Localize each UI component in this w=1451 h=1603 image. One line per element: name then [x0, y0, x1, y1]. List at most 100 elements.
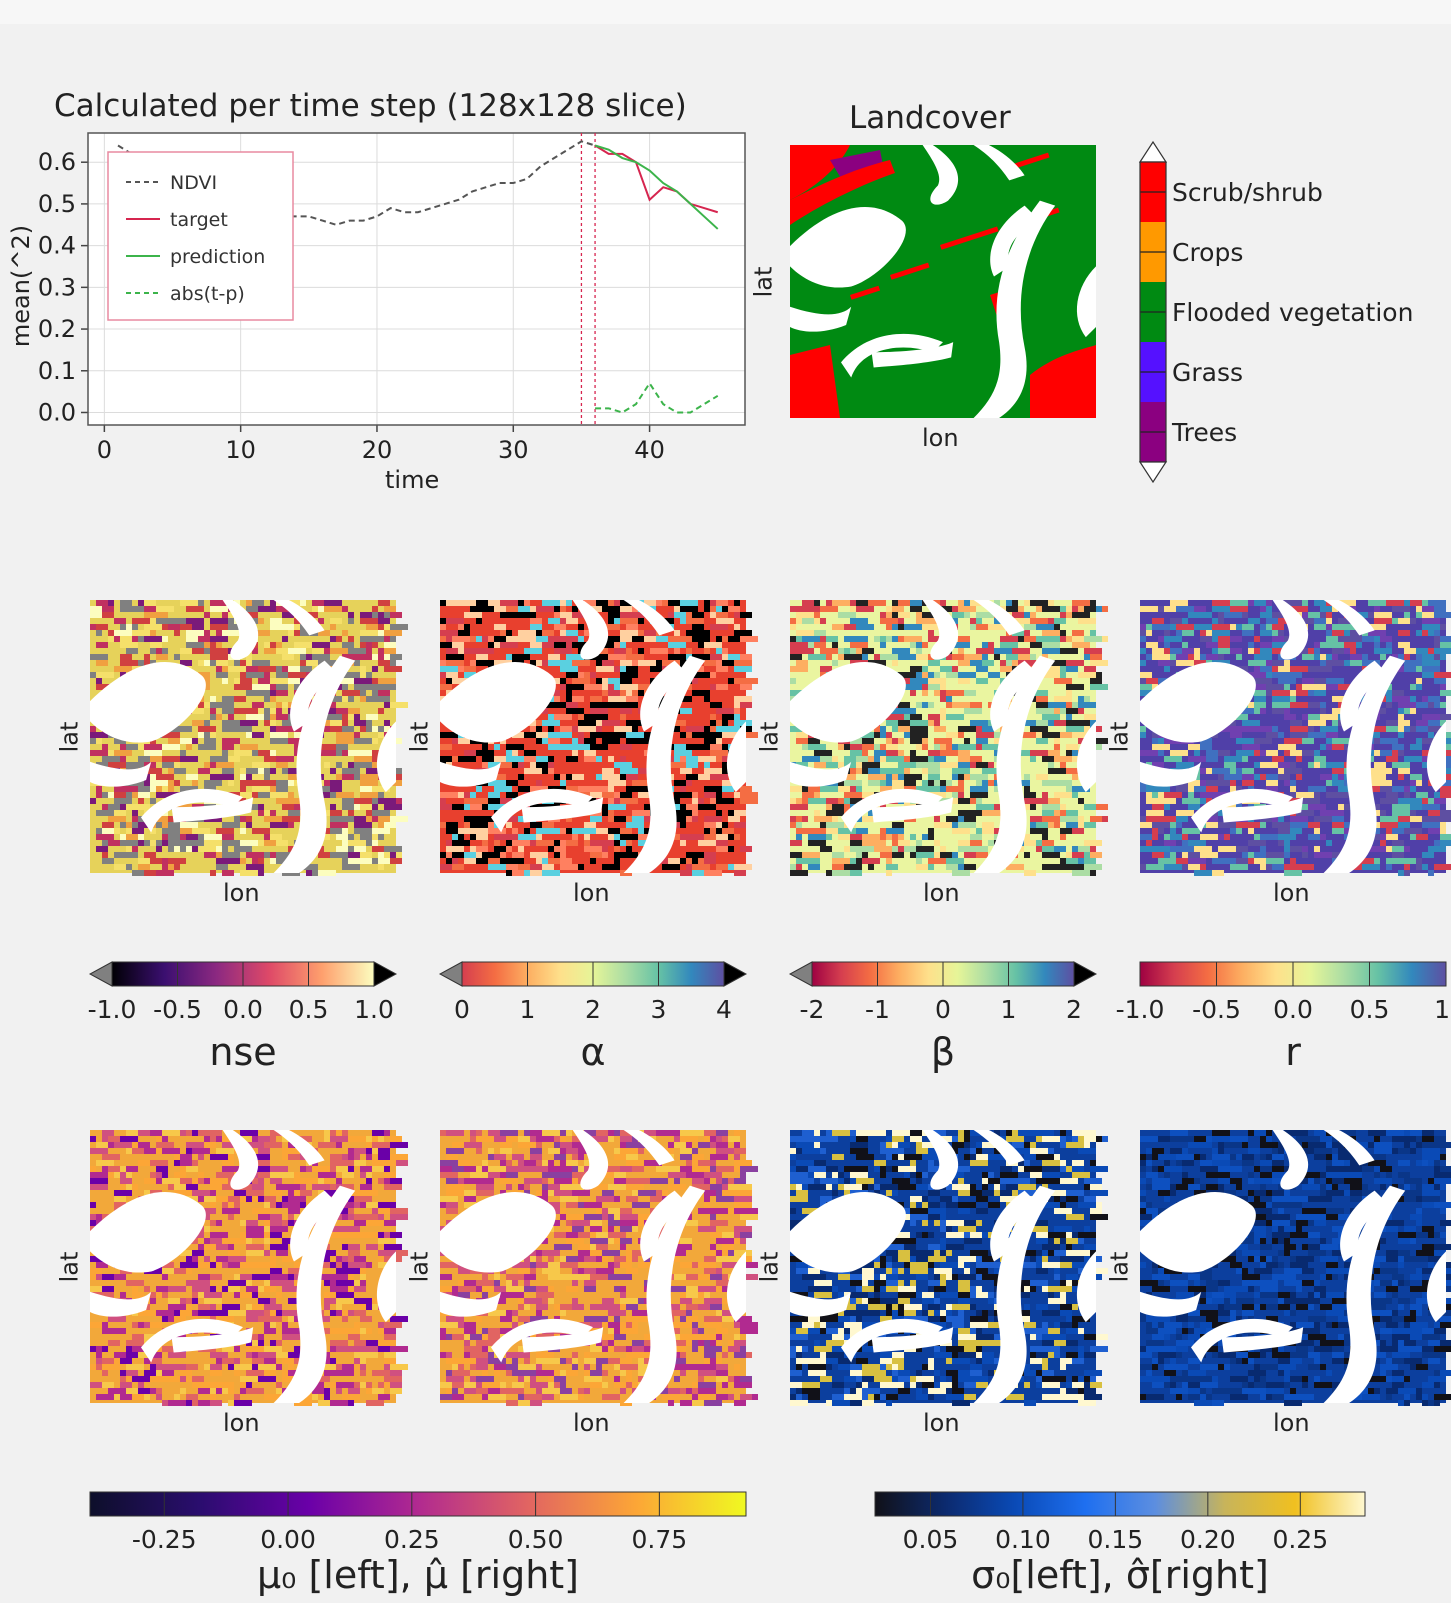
map-pixel [1164, 816, 1176, 822]
map-pixel [494, 840, 500, 846]
map-pixel [120, 636, 132, 642]
map-pixel [1042, 810, 1054, 816]
map-pixel [126, 804, 138, 810]
map-pixel [1066, 828, 1084, 834]
map-pixel [740, 612, 752, 618]
map-pixel [1060, 792, 1072, 798]
map-pixel [348, 618, 354, 624]
map-pixel [162, 828, 180, 834]
map-pixel [246, 822, 252, 828]
map-pixel [1428, 726, 1446, 732]
map-pixel [790, 822, 796, 828]
map-pixel [1024, 774, 1030, 780]
map-pixel [476, 600, 482, 606]
map-pixel [1084, 864, 1102, 870]
map-pixel [138, 804, 150, 810]
map-pixel [910, 678, 928, 684]
map-pixel [740, 846, 752, 852]
map-pixel [994, 732, 1006, 738]
map-pixel [276, 672, 294, 678]
water-channel [990, 205, 1040, 277]
map-pixel [662, 618, 674, 624]
map-pixel [536, 732, 548, 738]
map-pixel [1422, 816, 1434, 822]
map-pixel [530, 762, 536, 768]
map-pixel [898, 708, 916, 714]
map-pixel [1066, 660, 1084, 666]
map-pixel [440, 756, 458, 762]
map-pixel [282, 720, 294, 726]
map-pixel [464, 672, 476, 678]
map-pixel [958, 660, 976, 666]
map-pixel [234, 684, 252, 690]
map-pixel [288, 810, 300, 816]
map-pixel [228, 756, 240, 762]
map-pixel [620, 660, 632, 666]
map-pixel [384, 720, 390, 726]
map-pixel [108, 792, 126, 798]
map-pixel [710, 834, 728, 840]
map-pixel [916, 858, 922, 864]
map-pixel [210, 762, 216, 768]
map-pixel [590, 852, 602, 858]
map-pixel [620, 672, 638, 678]
map-pixel [342, 720, 348, 726]
map-pixel [602, 636, 620, 642]
map-pixel [1386, 600, 1404, 606]
map-pixel [252, 792, 270, 798]
map-pixel [1042, 834, 1048, 840]
map-pixel [246, 660, 252, 666]
map-pixel [1356, 612, 1368, 618]
map-pixel [336, 750, 354, 756]
map-pixel [584, 738, 596, 744]
map-pixel [384, 630, 402, 636]
map-pixel [910, 726, 928, 732]
map-pixel [1036, 708, 1048, 714]
map-pixel [808, 834, 826, 840]
map-pixel [446, 600, 464, 606]
map-pixel [632, 780, 650, 786]
map-pixel [1296, 684, 1302, 690]
map-pixel [566, 786, 578, 792]
map-pixel [820, 786, 838, 792]
map-pixel [716, 648, 722, 654]
map-pixel [342, 684, 348, 690]
map-pixel [554, 648, 572, 654]
map-pixel [952, 702, 970, 708]
map-pixel [1308, 648, 1314, 654]
map-pixel [336, 678, 354, 684]
map-pixel [790, 870, 808, 876]
map-pixel [524, 768, 542, 774]
map-pixel [1048, 768, 1066, 774]
map-pixel [348, 852, 360, 858]
map-pixel [470, 834, 476, 840]
map-pixel [1230, 846, 1248, 852]
map-pixel [372, 828, 378, 834]
map-pixel [892, 780, 904, 786]
map-pixel [602, 852, 608, 858]
map-pixel [440, 864, 452, 870]
map-pixel [710, 774, 728, 780]
map-pixel [264, 834, 270, 840]
map-pixel [270, 738, 288, 744]
map-pixel [276, 858, 282, 864]
map-pixel [1260, 774, 1266, 780]
map-pixel [318, 870, 336, 876]
map-pixel [826, 810, 844, 816]
map-pixel [1290, 732, 1308, 738]
map-pixel [452, 756, 458, 762]
map-pixel [1248, 828, 1254, 834]
map-pixel [1218, 858, 1236, 864]
map-pixel [342, 690, 360, 696]
map-pixel [482, 744, 488, 750]
map-pixel [566, 672, 578, 678]
map-pixel [1140, 822, 1152, 828]
map-pixel [1380, 738, 1398, 744]
map-pixel [1386, 642, 1392, 648]
map-pixel [614, 618, 620, 624]
map-pixel [126, 762, 144, 768]
map-pixel [596, 600, 608, 606]
map-pixel [1018, 606, 1024, 612]
map-pixel [554, 774, 560, 780]
map-pixel [1254, 696, 1266, 702]
